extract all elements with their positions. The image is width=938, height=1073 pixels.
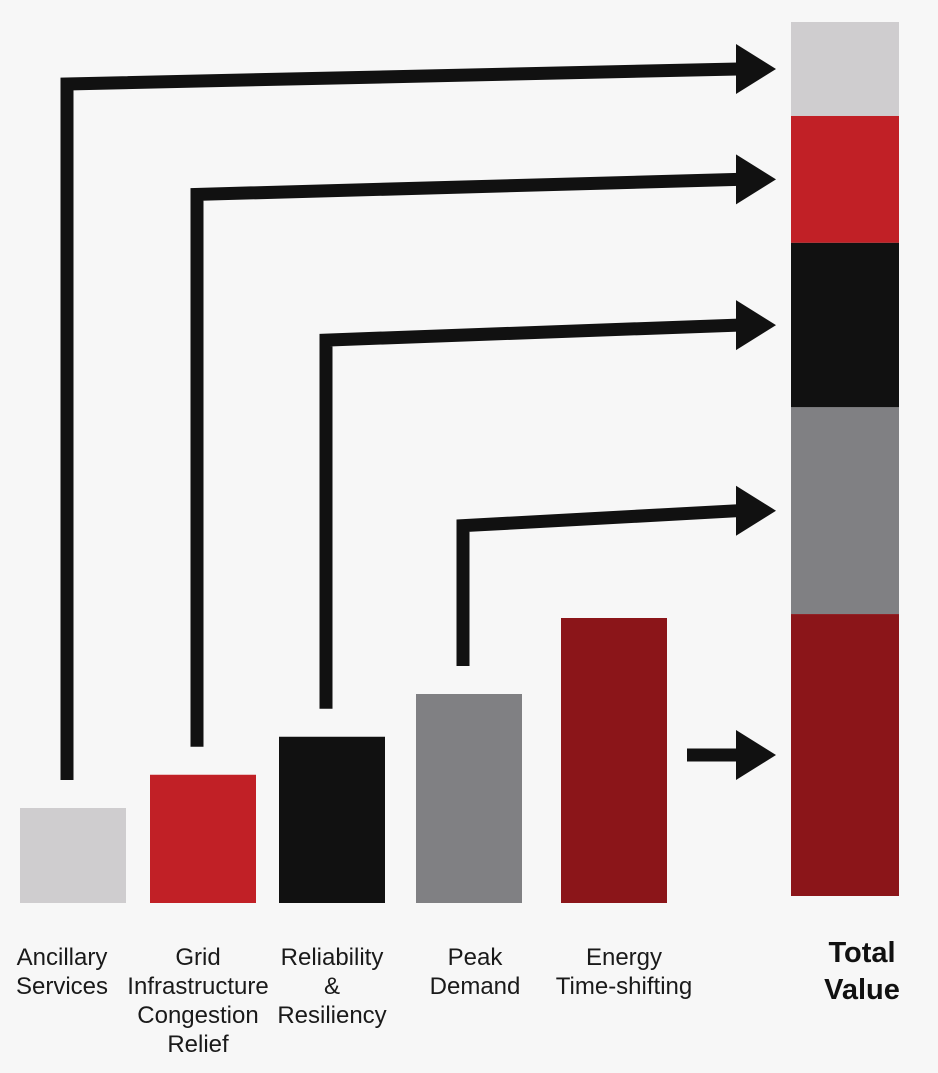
arrow-grid-infrastructure-congestion-relief — [190, 154, 776, 747]
bar-ancillary-services — [20, 808, 126, 903]
bar-reliability-and-resiliency — [279, 736, 385, 903]
total-value-label: Total Value — [824, 937, 900, 1006]
stack-segment-grid-infrastructure-congestion-relief — [791, 115, 899, 243]
total-value-text: Total Value — [824, 937, 900, 1006]
label-reliability-and-resiliency: Reliability & Resiliency — [277, 944, 386, 1029]
arrow-peak-demand — [456, 485, 776, 666]
label-peak-demand: Peak Demand — [430, 944, 521, 1000]
stack-segment-peak-demand — [791, 407, 899, 615]
arrows-layer — [60, 43, 776, 781]
label-grid-infrastructure-congestion-relief: Grid Infrastructure Congestion Relief — [127, 944, 268, 1058]
arrow-energy-time-shifting — [687, 730, 776, 781]
stack-segment-reliability-and-resiliency — [791, 242, 899, 408]
label-ancillary-services: Ancillary Services — [16, 944, 108, 1000]
arrow-ancillary-services — [60, 43, 776, 780]
category-labels: Ancillary Services Grid Infrastructure Conge… — [16, 944, 692, 1058]
stack-segment-ancillary-services — [791, 22, 899, 116]
bar-energy-time-shifting — [561, 618, 667, 903]
arrow-reliability-and-resiliency — [319, 300, 776, 709]
bar-grid-infrastructure-congestion-relief — [150, 774, 256, 903]
label-energy-time-shifting: Energy Time-shifting — [556, 944, 692, 1000]
stack-segment-energy-time-shifting — [791, 614, 899, 896]
bar-peak-demand — [416, 694, 522, 903]
bars-layer — [20, 618, 667, 903]
total-value-stack — [791, 22, 899, 896]
